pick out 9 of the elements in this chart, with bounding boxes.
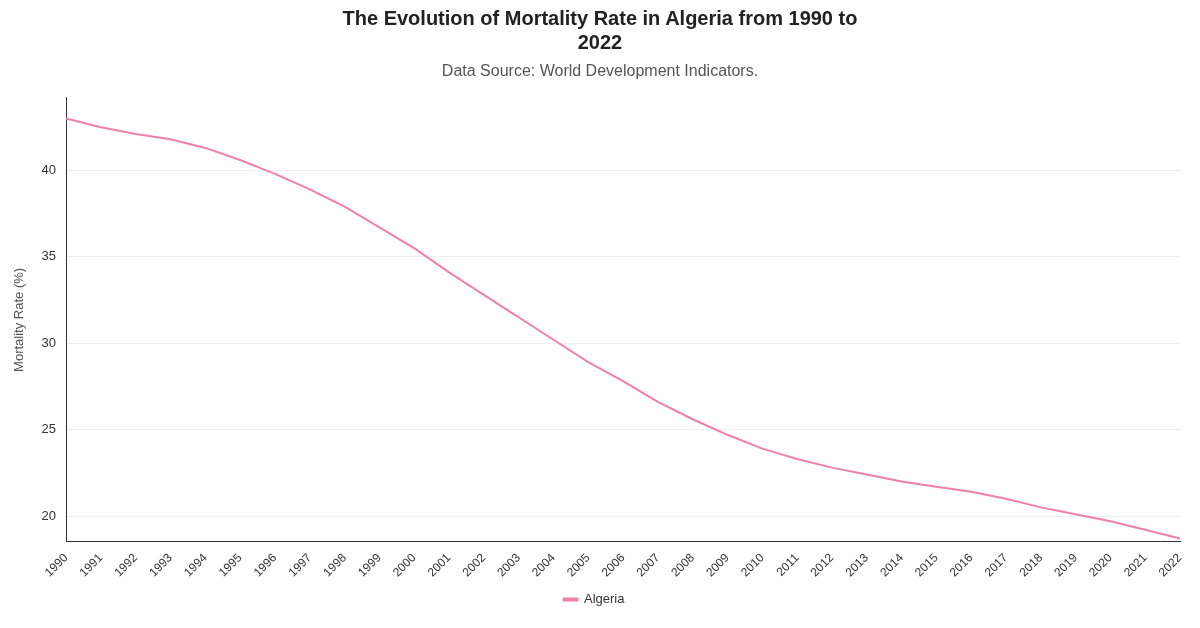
y-tick-label: 40 [41,161,57,177]
y-axis-title: Mortality Rate (%) [11,267,27,372]
y-tick-label: 25 [41,421,57,437]
chart-title: The Evolution of Mortality Rate in Algeria from 1990 to 2022 [341,6,859,54]
legend-label: Algeria [584,591,626,607]
y-tick-label: 20 [41,507,57,523]
y-tick-label: 30 [41,334,57,350]
chart-subtitle: Data Source: World Development Indicators. [440,62,760,80]
y-tick-label: 35 [41,248,57,264]
